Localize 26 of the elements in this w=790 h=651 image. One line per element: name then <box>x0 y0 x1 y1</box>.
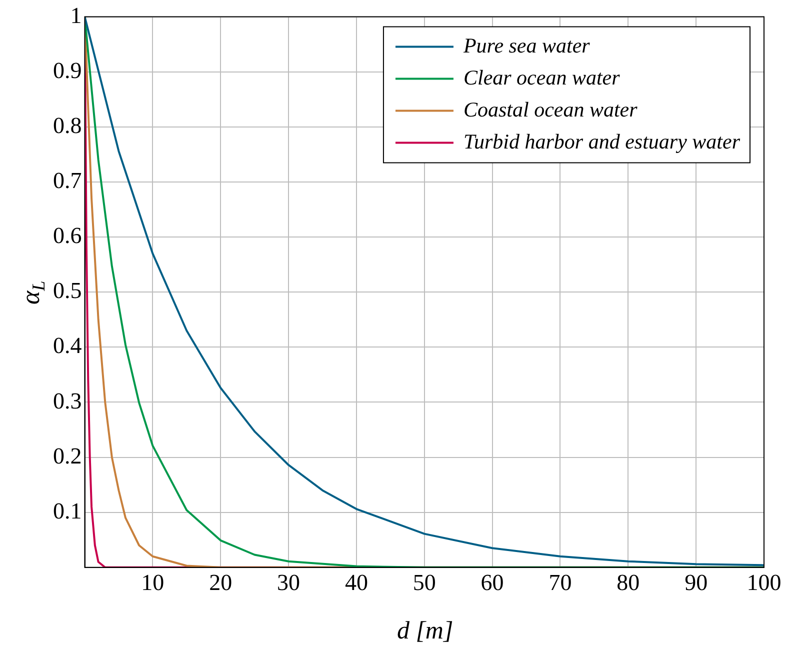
x-tick-label: 100 <box>746 570 782 596</box>
legend-label: Coastal ocean water <box>463 97 638 122</box>
y-tick-label: 0.3 <box>53 388 82 414</box>
y-axis-title: αL <box>16 280 49 304</box>
x-tick-label: 30 <box>277 570 300 596</box>
y-tick-label: 0.1 <box>53 498 82 524</box>
y-tick-label: 0.9 <box>53 58 82 83</box>
x-tick-label: 60 <box>480 570 504 596</box>
y-tick-label: 0.8 <box>53 112 82 138</box>
x-tick-label: 90 <box>684 570 708 596</box>
legend-label: Pure sea water <box>462 33 591 58</box>
x-tick-label: 50 <box>412 570 436 596</box>
x-axis-title: d [m] <box>396 618 454 645</box>
x-tick-label: 20 <box>209 570 232 596</box>
y-tick-label: 0.4 <box>53 333 82 358</box>
x-tick-label: 10 <box>141 570 164 596</box>
y-tick-label: 0.6 <box>53 223 82 248</box>
y-tick-label: 1 <box>70 2 82 28</box>
y-tick-label: 0.5 <box>53 278 82 304</box>
y-tick-label: 0.7 <box>53 168 82 194</box>
legend-label: Turbid harbor and estuary water <box>463 129 741 154</box>
x-tick-label: 80 <box>616 570 640 596</box>
x-tick-label: 40 <box>344 570 368 596</box>
x-tick-label: 70 <box>548 570 572 596</box>
y-tick-label: 0.2 <box>53 443 82 468</box>
legend-label: Clear ocean water <box>463 65 621 90</box>
